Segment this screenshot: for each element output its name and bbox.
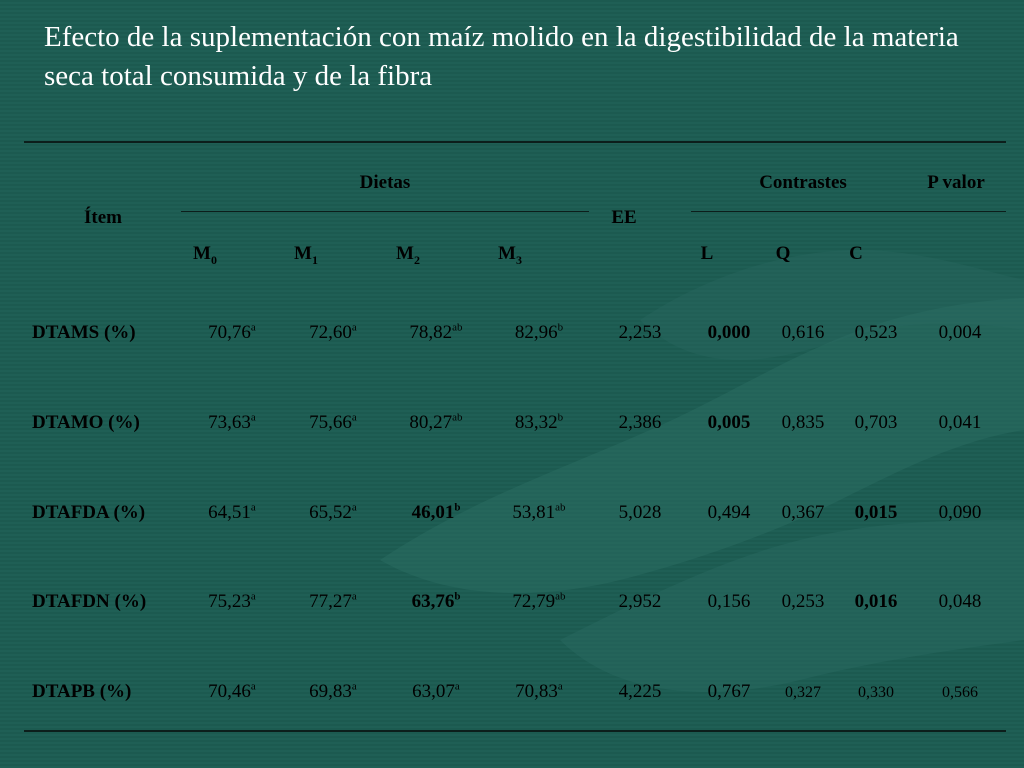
cell-dtams-m0: 70,76a bbox=[208, 321, 256, 343]
contrastes-underline bbox=[691, 211, 1006, 212]
header-ee: EE bbox=[611, 207, 637, 228]
cell-dtafda-p: 0,090 bbox=[938, 502, 982, 523]
header-item: Ítem bbox=[84, 207, 122, 228]
header-p-valor: P valor bbox=[927, 172, 985, 193]
cell-dtafda-m2: 46,01b bbox=[411, 501, 461, 523]
cell-dtamo-ee: 2,386 bbox=[618, 412, 662, 433]
slide-title: Efecto de la suplementación con maíz mol… bbox=[44, 21, 959, 92]
cell-dtamo-m2: 80,27ab bbox=[409, 411, 463, 433]
cell-dtams-p: 0,004 bbox=[938, 322, 982, 343]
row-label-dtafdn: DTAFDN (%) bbox=[32, 591, 147, 612]
cell-dtams-ee: 2,253 bbox=[618, 322, 662, 343]
cell-dtafdn-ee: 2,952 bbox=[618, 591, 662, 612]
cell-dtamo-c: 0,703 bbox=[854, 412, 898, 433]
cell-dtapb-m3: 70,83a bbox=[515, 680, 563, 702]
cell-dtamo-m0: 73,63a bbox=[208, 411, 256, 433]
cell-dtapb-ee: 4,225 bbox=[618, 681, 662, 702]
cell-dtafdn-c: 0,016 bbox=[854, 591, 898, 612]
cell-dtapb-m2: 63,07a bbox=[412, 680, 460, 702]
header-q: Q bbox=[775, 243, 791, 264]
cell-dtams-q: 0,616 bbox=[781, 322, 825, 343]
cell-dtams-l: 0,000 bbox=[707, 322, 751, 343]
header-m2: M2 bbox=[396, 243, 420, 267]
cell-dtamo-l: 0,005 bbox=[707, 412, 751, 433]
cell-dtafda-c: 0,015 bbox=[854, 502, 898, 523]
cell-dtamo-m1: 75,66a bbox=[309, 411, 357, 433]
cell-dtamo-p: 0,041 bbox=[938, 412, 982, 433]
header-c: C bbox=[849, 243, 863, 264]
header-dietas: Dietas bbox=[359, 172, 411, 193]
cell-dtafda-m3: 53,81ab bbox=[512, 501, 566, 523]
cell-dtapb-c: 0,330 bbox=[858, 684, 894, 701]
header-m1: M1 bbox=[294, 243, 318, 267]
cell-dtapb-q: 0,327 bbox=[785, 684, 821, 701]
cell-dtapb-l: 0,767 bbox=[707, 681, 751, 702]
cell-dtafdn-m2: 63,76b bbox=[411, 590, 461, 612]
cell-dtafda-ee: 5,028 bbox=[618, 502, 662, 523]
header-contrastes: Contrastes bbox=[759, 172, 847, 193]
cell-dtafda-m1: 65,52a bbox=[309, 501, 357, 523]
cell-dtams-m1: 72,60a bbox=[309, 321, 357, 343]
row-label-dtafda: DTAFDA (%) bbox=[32, 502, 146, 523]
cell-dtamo-q: 0,835 bbox=[781, 412, 825, 433]
table-top-rule bbox=[24, 141, 1006, 143]
cell-dtafdn-q: 0,253 bbox=[781, 591, 825, 612]
cell-dtafdn-m3: 72,79ab bbox=[512, 590, 566, 612]
table-bottom-rule bbox=[24, 730, 1006, 732]
cell-dtafdn-l: 0,156 bbox=[707, 591, 751, 612]
cell-dtamo-m3: 83,32b bbox=[514, 411, 564, 433]
cell-dtafda-l: 0,494 bbox=[707, 502, 751, 523]
cell-dtams-m3: 82,96b bbox=[514, 321, 564, 343]
cell-dtams-c: 0,523 bbox=[854, 322, 898, 343]
cell-dtafdn-m0: 75,23a bbox=[208, 590, 256, 612]
row-label-dtams: DTAMS (%) bbox=[32, 322, 136, 343]
row-label-dtapb: DTAPB (%) bbox=[32, 681, 132, 702]
header-m0: M0 bbox=[193, 243, 217, 267]
cell-dtafda-q: 0,367 bbox=[781, 502, 825, 523]
cell-dtams-m2: 78,82ab bbox=[409, 321, 463, 343]
cell-dtafdn-m1: 77,27a bbox=[309, 590, 357, 612]
dietas-underline bbox=[181, 211, 589, 212]
cell-dtapb-m0: 70,46a bbox=[208, 680, 256, 702]
row-label-dtamo: DTAMO (%) bbox=[32, 412, 140, 433]
cell-dtafdn-p: 0,048 bbox=[938, 591, 982, 612]
header-m3: M3 bbox=[498, 243, 522, 267]
cell-dtafda-m0: 64,51a bbox=[208, 501, 256, 523]
cell-dtapb-p: 0,566 bbox=[942, 684, 978, 701]
cell-dtapb-m1: 69,83a bbox=[309, 680, 357, 702]
header-l: L bbox=[700, 243, 714, 264]
